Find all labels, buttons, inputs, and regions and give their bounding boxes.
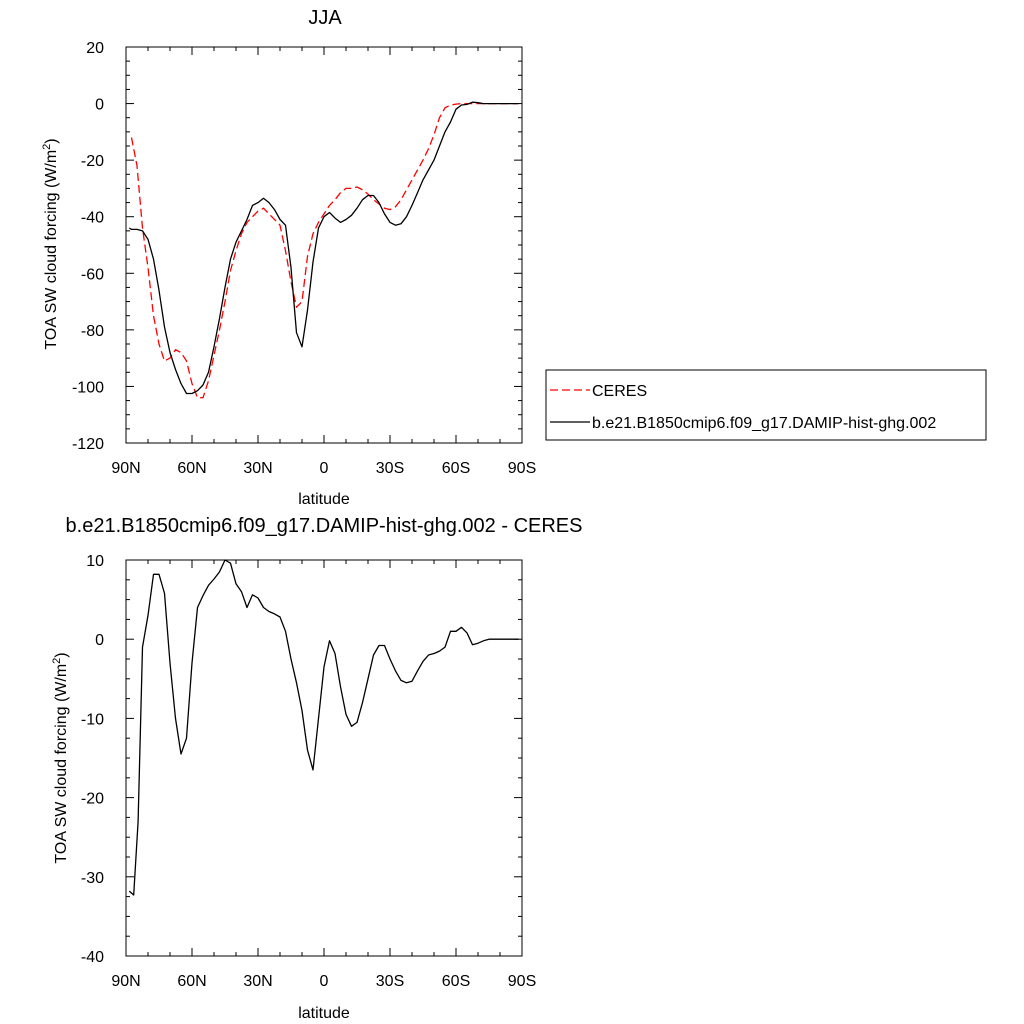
chart-2-y-axis-label: TOA SW cloud forcing (W/m2) bbox=[51, 652, 70, 863]
chart-2-x-tick-label: 60S bbox=[442, 973, 470, 990]
chart-1-plot-area: 20 0 -20 -40 -60 -80 -100 -120 90N 60N 30N 0 30S 60S 9… bbox=[72, 40, 536, 477]
chart-1-title: JJA bbox=[308, 7, 342, 29]
chart-1-x-tick-label: 90N bbox=[111, 460, 140, 477]
chart-1-x-tick-label: 30S bbox=[376, 460, 404, 477]
chart-1-x-tick-label: 90S bbox=[508, 460, 536, 477]
chart-1-y-tick-label: -100 bbox=[72, 379, 104, 396]
chart-2-y-tick-label: -40 bbox=[81, 949, 104, 966]
chart-2-x-tick-label: 30S bbox=[376, 973, 404, 990]
chart-2-x-tick-label: 60N bbox=[177, 973, 206, 990]
chart-1-series-1-line bbox=[130, 102, 517, 399]
chart-2-y-tick-label: -30 bbox=[81, 870, 104, 887]
chart-2-y-tick-label: 10 bbox=[86, 553, 104, 570]
chart-1-y-tick-label: -60 bbox=[81, 266, 104, 283]
chart-2-x-tick-label: 90N bbox=[111, 973, 140, 990]
chart-2-series-1-line bbox=[128, 559, 519, 896]
chart-1-x-tick-label: 60S bbox=[442, 460, 470, 477]
chart-2-y-tick-label: -20 bbox=[81, 791, 104, 808]
chart-1-y-tick-label: -20 bbox=[81, 153, 104, 170]
chart-2-x-tick-label: 90S bbox=[508, 973, 536, 990]
chart-2-plot-area: 10 0 -10 -20 -30 -40 90N 60N 30N 0 30S 60S 90S bbox=[81, 553, 536, 990]
chart-2-title: b.e21.B1850cmip6.f09_g17.DAMIP-hist-ghg.… bbox=[66, 515, 583, 537]
chart-1-y-tick-label: -80 bbox=[81, 323, 104, 340]
chart-2-x-tick-label: 30N bbox=[243, 973, 272, 990]
chart-1-y-tick-label: 0 bbox=[95, 97, 104, 114]
chart-1-y-tick-label: 20 bbox=[86, 40, 104, 57]
chart-1-legend: CERES b.e21.B1850cmip6.f09_g17.DAMIP-his… bbox=[545, 369, 987, 441]
chart-1-x-tick-label: 60N bbox=[177, 460, 206, 477]
chart-1-series-2-line bbox=[128, 101, 519, 395]
chart-panel-2: b.e21.B1850cmip6.f09_g17.DAMIP-hist-ghg.… bbox=[51, 515, 582, 1022]
chart-2-frame bbox=[125, 559, 523, 957]
chart-2-y-tick-label: 0 bbox=[95, 632, 104, 649]
chart-1-y-axis-label: TOA SW cloud forcing (W/m2) bbox=[41, 138, 60, 349]
chart-1-x-tick-label: 30N bbox=[243, 460, 272, 477]
chart-1-y-tick-label: -120 bbox=[72, 436, 104, 453]
chart-2-y-tick-label: -10 bbox=[81, 711, 104, 728]
legend-box bbox=[545, 369, 987, 441]
legend-label-model: b.e21.B1850cmip6.f09_g17.DAMIP-hist-ghg.… bbox=[592, 415, 936, 432]
legend-label-ceres: CERES bbox=[592, 383, 647, 400]
chart-2-x-axis-label: latitude bbox=[298, 1005, 350, 1022]
chart-1-y-tick-label: -40 bbox=[81, 210, 104, 227]
chart-2-x-tick-label: 0 bbox=[320, 973, 329, 990]
chart-panel-1: JJA 20 0 -20 -40 -60 -80 -100 -120 90N 60N 30N 0 30S… bbox=[41, 7, 987, 508]
chart-1-x-tick-label: 0 bbox=[320, 460, 329, 477]
chart-1-frame bbox=[125, 46, 523, 444]
chart-1-x-axis-label: latitude bbox=[298, 491, 350, 508]
